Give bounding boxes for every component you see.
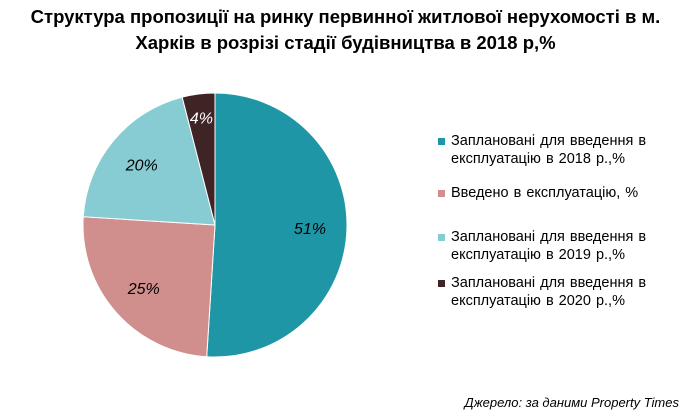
chart-title-line-1: Структура пропозиції на ринку первинної … [30,6,661,27]
legend-label-commissioned: Введено в експлуатацію, % [451,185,639,201]
legend-label-2018: Заплановані для введення в експлуатацію … [451,133,647,167]
chart-title-line-2: Харків в розрізі стадії будівництва в 20… [135,32,556,53]
chart-title: Структура пропозиції на ринку первинної … [0,4,691,56]
legend-item-2020: Заплановані для введення в експлуатацію … [438,274,683,310]
pie-data-label-commissioned: 25% [127,281,160,298]
legend-swatch-2020 [438,280,445,287]
legend-swatch-2018 [438,138,445,145]
legend-label-2020: Заплановані для введення в експлуатацію … [451,275,647,309]
source-note: Джерело: за даними Property Times [464,395,679,410]
pie-slice-2018 [206,92,348,358]
legend-item-2019: Заплановані для введення в експлуатацію … [438,228,683,264]
legend-swatch-commissioned [438,190,445,197]
legend-label-2019: Заплановані для введення в експлуатацію … [451,229,647,263]
pie-data-label-2020: 4% [190,111,213,128]
legend-swatch-2019 [438,234,445,241]
legend-item-2018: Заплановані для введення в експлуатацію … [438,132,683,168]
pie-data-label-2018: 51% [294,221,326,238]
pie-slice-commissioned [82,216,216,358]
pie-slice-2019 [82,96,216,226]
pie-data-label-2019: 20% [125,157,158,174]
pie-slice-2020 [181,92,216,226]
legend-item-commissioned: Введено в експлуатацію, % [438,184,683,202]
